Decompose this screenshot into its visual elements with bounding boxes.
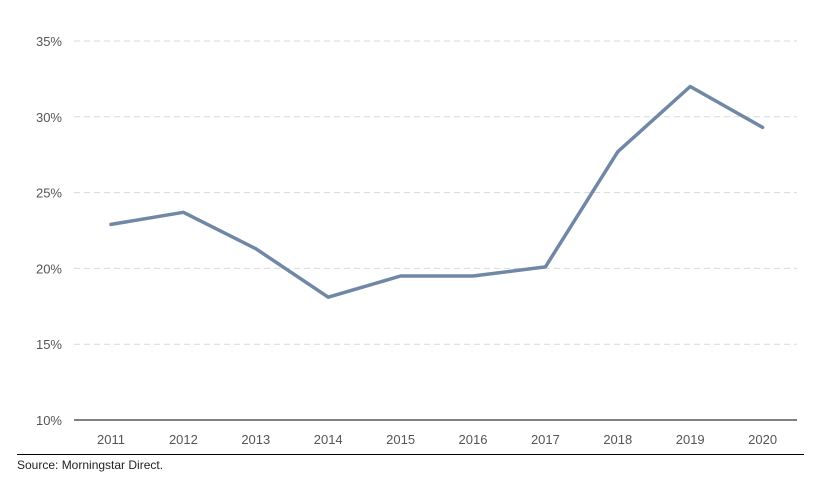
x-tick-label: 2020 [748, 432, 777, 447]
x-tick-label: 2012 [169, 432, 198, 447]
x-tick-label: 2011 [97, 432, 125, 447]
y-tick-label: 25% [36, 186, 62, 201]
x-tick-label: 2016 [459, 432, 488, 447]
grid-lines [74, 40, 797, 345]
x-tick-label: 2015 [386, 432, 415, 447]
y-tick-label: 30% [36, 110, 62, 125]
x-axis-tick-labels: 2011 2012 2013 2014 2015 2016 2017 2018 2019 2020 [97, 432, 777, 447]
y-tick-label: 15% [36, 337, 62, 352]
y-tick-label: 10% [36, 413, 62, 428]
y-tick-label: 35% [36, 34, 62, 49]
series-group [109, 84, 765, 299]
x-tick-label: 2013 [241, 432, 270, 447]
y-axis-tick-labels: 10% 15% 20% 25% 30% 35% [36, 34, 62, 428]
x-tick-label: 2017 [531, 432, 560, 447]
series-line [109, 84, 765, 299]
x-tick-label: 2014 [314, 432, 343, 447]
source-divider [17, 454, 804, 455]
x-tick-label: 2019 [676, 432, 705, 447]
x-tick-label: 2018 [603, 432, 632, 447]
y-tick-label: 20% [36, 261, 62, 276]
source-note: Source: Morningstar Direct. [17, 458, 164, 472]
